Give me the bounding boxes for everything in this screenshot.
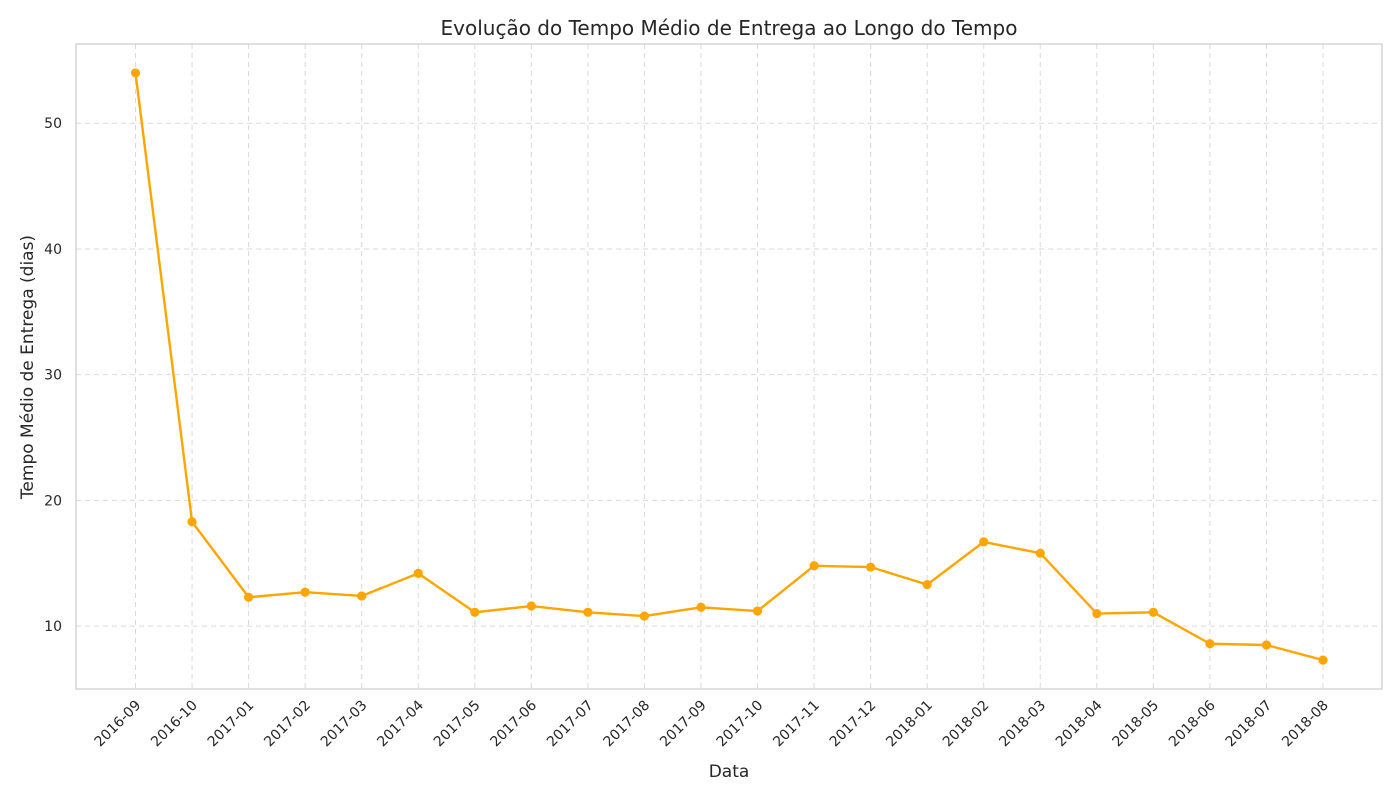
x-tick-label: 2018-04 <box>1053 697 1106 750</box>
y-axis-label: Tempo Médio de Entrega (dias) <box>18 235 38 500</box>
x-tick-label: 2017-09 <box>657 698 710 751</box>
chart-title: Evolução do Tempo Médio de Entrega ao Lo… <box>441 16 1018 40</box>
x-tick-label: 2017-04 <box>374 697 427 750</box>
data-point <box>187 517 197 527</box>
x-tick-label: 2017-12 <box>827 698 880 751</box>
x-tick-label: 2018-05 <box>1110 698 1163 751</box>
data-point <box>809 561 819 571</box>
x-tick-label: 2017-10 <box>714 698 767 751</box>
x-tick-label: 2017-02 <box>261 698 314 751</box>
data-point <box>866 562 876 572</box>
x-tick-label: 2016-10 <box>148 698 201 751</box>
x-tick-label: 2018-06 <box>1166 697 1219 750</box>
plot-area-frame <box>75 43 1383 690</box>
y-tick-label: 20 <box>44 493 62 509</box>
data-point <box>1148 607 1158 617</box>
x-tick-label: 2017-03 <box>318 698 371 751</box>
y-axis-ticks: 10 20 30 40 50 <box>44 116 62 635</box>
grid-lines <box>76 44 1382 689</box>
data-point <box>696 602 706 612</box>
x-tick-label: 2017-11 <box>770 698 823 751</box>
data-point <box>1261 640 1272 650</box>
x-tick-label: 2017-01 <box>205 698 258 751</box>
x-tick-label: 2017-05 <box>431 698 484 751</box>
data-point <box>357 591 367 601</box>
y-tick-label: 30 <box>44 368 62 384</box>
series-line <box>134 71 1325 662</box>
data-point <box>752 606 763 616</box>
data-point <box>922 580 932 590</box>
x-tick-label: 2018-02 <box>940 698 993 751</box>
data-point <box>526 601 536 611</box>
data-point <box>300 587 310 597</box>
x-tick-label: 2016-09 <box>92 698 145 751</box>
y-tick-label: 10 <box>44 619 62 635</box>
y-tick-label: 40 <box>44 242 62 258</box>
x-tick-label: 2018-07 <box>1223 698 1276 751</box>
x-tick-label: 2018-01 <box>883 698 936 751</box>
data-point <box>413 568 423 578</box>
x-tick-label: 2017-08 <box>601 698 654 751</box>
data-point <box>1035 548 1045 558</box>
series-layer <box>130 68 1328 665</box>
data-point <box>639 611 650 621</box>
data-point <box>1318 655 1328 665</box>
x-tick-label: 2017-07 <box>544 698 597 751</box>
data-point <box>583 607 593 617</box>
data-point <box>1205 639 1215 649</box>
data-point <box>470 607 480 617</box>
x-tick-label: 2018-03 <box>996 698 1049 751</box>
x-axis-ticks: 2016-09 2016-10 2017-01 2017-02 2017-03 2017-… <box>92 697 1332 750</box>
data-point <box>1092 608 1102 619</box>
data-point <box>979 537 989 547</box>
y-tick-label: 50 <box>44 116 62 132</box>
data-point <box>243 592 254 602</box>
x-tick-label: 2018-08 <box>1279 698 1332 751</box>
data-point <box>130 68 141 78</box>
x-axis-label: Data <box>709 762 750 782</box>
x-tick-label: 2017-06 <box>487 697 540 750</box>
